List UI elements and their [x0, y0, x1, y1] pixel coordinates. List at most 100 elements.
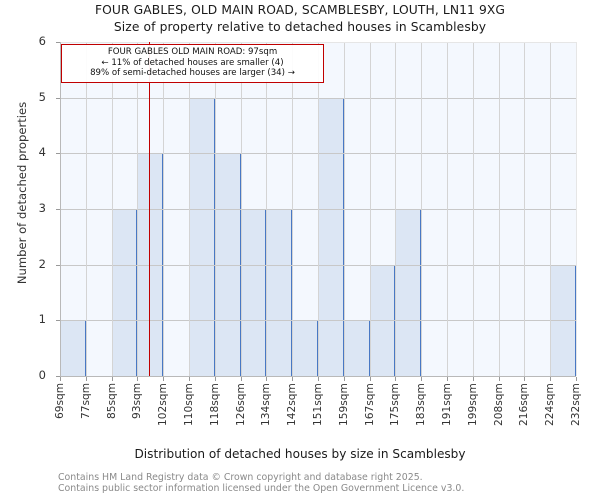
- property-marker-line: [149, 42, 150, 376]
- x-axis-tick-mark: [447, 377, 448, 381]
- y-axis-tick-label: 4: [38, 145, 46, 160]
- x-axis-tick-mark: [576, 377, 577, 381]
- footer-attribution: Contains HM Land Registry data © Crown c…: [58, 472, 598, 495]
- gridline-vertical: [112, 42, 113, 376]
- x-axis-tick-mark: [215, 377, 216, 381]
- plot-area: [60, 42, 577, 376]
- x-axis-tick-label: 93sqm: [131, 383, 143, 420]
- x-axis-tick-label: 134sqm: [260, 383, 272, 426]
- x-axis-tick-mark: [60, 377, 61, 381]
- y-axis-tick-label: 0: [38, 368, 46, 382]
- y-axis-tick-mark: [56, 98, 60, 99]
- gridline-vertical: [241, 42, 242, 376]
- y-axis-tick-label: 6: [38, 34, 46, 48]
- x-axis-tick-label: 175sqm: [389, 383, 401, 426]
- x-axis-tick-label: 85sqm: [106, 383, 118, 420]
- x-axis-tick-label: 102sqm: [157, 383, 169, 426]
- y-axis-tick-mark: [56, 320, 60, 321]
- gridline-vertical: [266, 42, 267, 376]
- x-axis-tick-mark: [344, 377, 345, 381]
- x-axis-tick-mark: [241, 377, 242, 381]
- x-axis-tick-mark: [473, 377, 474, 381]
- x-axis-tick-mark: [524, 377, 525, 381]
- x-axis-tick-mark: [318, 377, 319, 381]
- gridline-vertical: [292, 42, 293, 376]
- y-axis-title: Number of detached properties: [15, 101, 29, 285]
- histogram-bar: [241, 209, 266, 376]
- histogram-bar: [344, 320, 370, 376]
- callout-line-3: 89% of semi-detached houses are larger (…: [90, 68, 295, 79]
- gridline-vertical: [370, 42, 371, 376]
- x-axis-tick-label: 216sqm: [518, 383, 530, 426]
- x-axis-tick-label: 69sqm: [54, 383, 66, 420]
- x-axis-tick-mark: [395, 377, 396, 381]
- histogram-bar: [189, 97, 215, 376]
- y-axis-tick-mark: [56, 153, 60, 154]
- x-axis-tick-label: 167sqm: [364, 383, 376, 426]
- gridline-vertical: [215, 42, 216, 376]
- histogram-bar: [318, 97, 344, 376]
- property-callout: FOUR GABLES OLD MAIN ROAD: 97sqm ← 11% o…: [61, 44, 324, 83]
- plot-border-right: [576, 42, 577, 376]
- x-axis-tick-mark: [266, 377, 267, 381]
- gridline-vertical: [550, 42, 551, 376]
- y-axis-tick-mark: [56, 209, 60, 210]
- x-axis-tick-label: 232sqm: [570, 383, 582, 426]
- x-axis-tick-mark: [86, 377, 87, 381]
- gridline-vertical: [137, 42, 138, 376]
- x-axis-title: Distribution of detached houses by size …: [134, 447, 466, 461]
- y-axis-tick-mark: [56, 376, 60, 377]
- gridline-vertical: [421, 42, 422, 376]
- x-axis-tick-label: 142sqm: [286, 383, 298, 426]
- x-axis-tick-mark: [137, 377, 138, 381]
- y-axis-line: [60, 42, 61, 376]
- x-axis-tick-label: 159sqm: [338, 383, 350, 426]
- histogram-bar: [60, 320, 86, 376]
- gridline-vertical: [318, 42, 319, 376]
- y-axis-tick-label: 2: [38, 256, 46, 271]
- x-axis-tick-mark: [370, 377, 371, 381]
- y-axis-tick-mark: [56, 42, 60, 43]
- x-axis-tick-label: 126sqm: [235, 383, 247, 426]
- gridline-vertical: [86, 42, 87, 376]
- gridline-vertical: [189, 42, 190, 376]
- histogram-bar: [292, 320, 318, 376]
- gridline-vertical: [163, 42, 164, 376]
- y-axis-tick-label: 3: [38, 201, 46, 215]
- gridline-vertical: [447, 42, 448, 376]
- x-axis-tick-label: 110sqm: [183, 383, 195, 426]
- x-axis-tick-label: 191sqm: [441, 383, 453, 426]
- x-axis-tick-mark: [499, 377, 500, 381]
- x-axis-tick-label: 208sqm: [493, 383, 505, 426]
- x-axis-line: [60, 376, 576, 377]
- page-title: FOUR GABLES, OLD MAIN ROAD, SCAMBLESBY, …: [94, 3, 506, 17]
- x-axis-tick-mark: [292, 377, 293, 381]
- histogram-bar: [112, 209, 137, 376]
- x-axis-tick-mark: [112, 377, 113, 381]
- x-axis-tick-label: 77sqm: [80, 383, 92, 420]
- x-axis-tick-label: 151sqm: [312, 383, 324, 426]
- gridline-vertical: [524, 42, 525, 376]
- x-axis-tick-mark: [189, 377, 190, 381]
- y-axis-tick-label: 5: [38, 89, 46, 104]
- chart-subtitle: Size of property relative to detached ho…: [113, 20, 487, 34]
- gridline-vertical: [344, 42, 345, 376]
- chart-title-block: FOUR GABLES, OLD MAIN ROAD, SCAMBLESBY, …: [0, 2, 600, 36]
- footer-line-1: Contains HM Land Registry data © Crown c…: [58, 472, 423, 483]
- callout-line-2: ← 11% of detached houses are smaller (4): [101, 57, 284, 68]
- histogram-bar: [395, 209, 421, 376]
- gridline-vertical: [395, 42, 396, 376]
- y-axis-tick-mark: [56, 265, 60, 266]
- x-axis-tick-mark: [163, 377, 164, 381]
- gridline-vertical: [473, 42, 474, 376]
- x-axis-tick-mark: [421, 377, 422, 381]
- plot-border-top: [60, 42, 576, 43]
- x-axis-tick-label: 224sqm: [544, 383, 556, 426]
- callout-line-1: FOUR GABLES OLD MAIN ROAD: 97sqm: [107, 47, 278, 57]
- x-axis-tick-label: 183sqm: [415, 383, 427, 426]
- x-axis-tick-mark: [550, 377, 551, 381]
- x-axis-tick-label: 199sqm: [467, 383, 479, 426]
- y-axis-tick-label: 1: [38, 312, 46, 327]
- footer-line-2: Contains public sector information licen…: [58, 483, 465, 495]
